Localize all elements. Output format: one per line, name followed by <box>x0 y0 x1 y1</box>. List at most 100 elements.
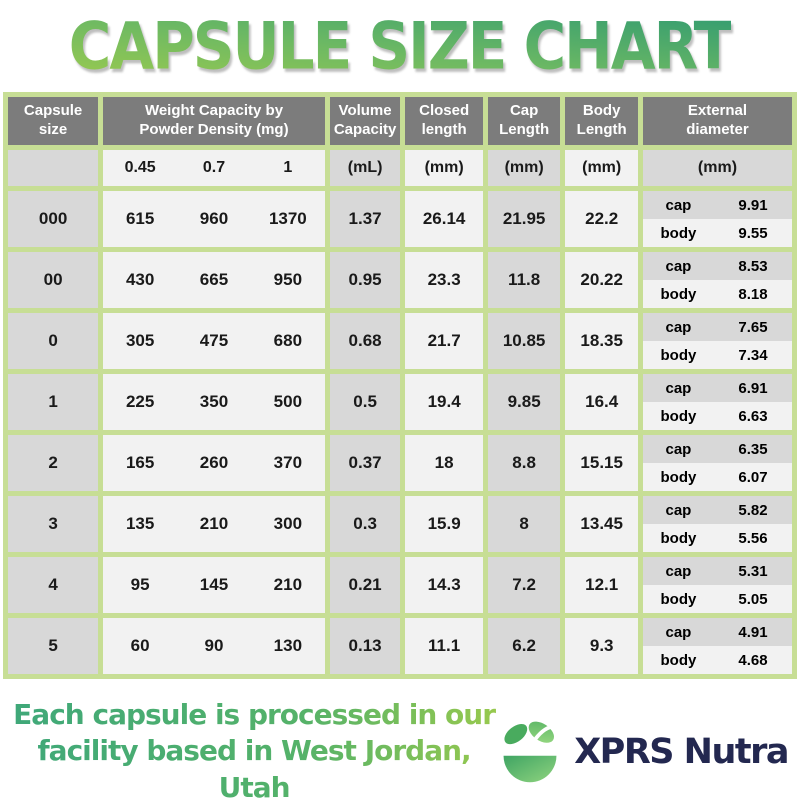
cell-external-diameter: cap 8.53 body 8.18 <box>642 252 792 308</box>
weight-0.45: 165 <box>125 453 155 472</box>
cell-capsule-size: 000 <box>8 191 99 247</box>
weight-0.45: 95 <box>130 575 150 594</box>
cell-body-length: 13.45 <box>565 496 638 552</box>
weight-0.7: 475 <box>199 331 229 350</box>
cell-cap-length: 7.2 <box>487 557 561 613</box>
table-header-row: Capsule size Weight Capacity by Powder D… <box>8 97 792 145</box>
weight-1: 1370 <box>268 209 307 228</box>
density-0.45: 0.45 <box>124 159 156 176</box>
weight-0.45: 430 <box>125 270 155 289</box>
cell-volume: 0.21 <box>329 557 401 613</box>
weight-1: 680 <box>273 331 303 350</box>
cell-external-diameter: cap 6.91 body 6.63 <box>642 374 792 430</box>
cell-body-length: 18.35 <box>565 313 638 369</box>
cell-external-diameter: cap 5.82 body 5.56 <box>642 496 792 552</box>
cell-closed-length: 14.3 <box>405 557 483 613</box>
cell-body-length: 15.15 <box>565 435 638 491</box>
col-header-external-diameter: External diameter <box>642 97 792 145</box>
external-cap-row: cap 6.91 <box>642 374 792 402</box>
external-cap-row: cap 4.91 <box>642 618 792 646</box>
weight-0.7: 145 <box>199 575 229 594</box>
external-cap-row: cap 9.91 <box>642 191 792 219</box>
cell-closed-length: 23.3 <box>405 252 483 308</box>
col-header-cap-length: Cap Length <box>487 97 561 145</box>
ext-cap-label: cap <box>665 379 692 397</box>
cell-body-length: 9.3 <box>565 618 638 674</box>
external-body-row: body 9.55 <box>642 219 792 247</box>
facility-tagline: Each capsule is processed in our facilit… <box>12 697 496 800</box>
cell-capsule-size: 3 <box>8 496 99 552</box>
external-body-row: body 7.34 <box>642 341 792 369</box>
weight-0.7: 350 <box>199 392 229 411</box>
table-row: 0 305 475 680 0.68 21.7 10.85 18.35 cap … <box>8 313 792 369</box>
capsule-size-table: Capsule size Weight Capacity by Powder D… <box>3 92 797 679</box>
cell-volume: 1.37 <box>329 191 401 247</box>
ext-cap-label: cap <box>665 440 692 458</box>
footer: Each capsule is processed in our facilit… <box>0 697 800 800</box>
density-0.7: 0.7 <box>202 159 226 176</box>
ext-body-value: 4.68 <box>738 651 768 669</box>
table-row: 3 135 210 300 0.3 15.9 8 13.45 cap 5.82 … <box>8 496 792 552</box>
cell-external-diameter: cap 4.91 body 4.68 <box>642 618 792 674</box>
ext-body-label: body <box>660 651 697 669</box>
weight-0.7: 260 <box>199 453 229 472</box>
external-cap-row: cap 5.31 <box>642 557 792 585</box>
unit-body: (mm) <box>565 150 638 186</box>
cell-weight-capacity: 165 260 370 <box>103 435 325 491</box>
cell-cap-length: 9.85 <box>487 374 561 430</box>
col-header-label: Capsule size <box>23 102 83 138</box>
unit-cap: (mm) <box>487 150 561 186</box>
cell-weight-capacity: 430 665 950 <box>103 252 325 308</box>
cell-body-length: 12.1 <box>565 557 638 613</box>
col-header-capsule-size: Capsule size <box>8 97 99 145</box>
ext-body-value: 8.18 <box>738 285 768 303</box>
cell-volume: 0.68 <box>329 313 401 369</box>
cell-external-diameter: cap 7.65 body 7.34 <box>642 313 792 369</box>
col-header-label: Body <box>582 102 621 120</box>
weight-1: 210 <box>273 575 303 594</box>
ext-cap-value: 6.91 <box>738 379 768 397</box>
weight-1: 370 <box>273 453 303 472</box>
cell-body-length: 16.4 <box>565 374 638 430</box>
cell-cap-length: 11.8 <box>487 252 561 308</box>
table-row: 1 225 350 500 0.5 19.4 9.85 16.4 cap 6.9… <box>8 374 792 430</box>
cell-body-length: 22.2 <box>565 191 638 247</box>
external-cap-row: cap 7.65 <box>642 313 792 341</box>
units-empty-cell <box>8 150 99 186</box>
ext-cap-value: 9.91 <box>738 196 768 214</box>
cell-closed-length: 26.14 <box>405 191 483 247</box>
col-header-volume-capacity: Volume Capacity <box>329 97 401 145</box>
ext-cap-label: cap <box>665 562 692 580</box>
table-units-row: 0.45 0.7 1 (mL) (mm) (mm) (mm) (mm) <box>8 150 792 186</box>
weight-1: 950 <box>273 270 303 289</box>
weight-1: 300 <box>273 514 303 533</box>
cell-closed-length: 18 <box>405 435 483 491</box>
weight-1: 130 <box>273 636 303 655</box>
table-row: 000 615 960 1370 1.37 26.14 21.95 22.2 c… <box>8 191 792 247</box>
title-bar: CAPSULE SIZE CHART <box>0 0 800 92</box>
ext-body-label: body <box>660 224 697 242</box>
cell-volume: 0.3 <box>329 496 401 552</box>
ext-cap-value: 7.65 <box>738 318 768 336</box>
cell-capsule-size: 1 <box>8 374 99 430</box>
ext-body-value: 5.05 <box>738 590 768 608</box>
ext-cap-value: 8.53 <box>738 257 768 275</box>
tagline-line-2: facility based in West Jordan, Utah <box>37 734 471 800</box>
ext-body-value: 9.55 <box>738 224 768 242</box>
cell-external-diameter: cap 5.31 body 5.05 <box>642 557 792 613</box>
cell-closed-length: 21.7 <box>405 313 483 369</box>
col-header-weight-capacity: Weight Capacity by Powder Density (mg) <box>103 97 325 145</box>
brand-name: XPRS Nutra <box>574 731 789 772</box>
brand-logo: XPRS Nutra <box>496 718 789 786</box>
ext-body-value: 6.63 <box>738 407 768 425</box>
ext-cap-label: cap <box>665 623 692 641</box>
table-row: 4 95 145 210 0.21 14.3 7.2 12.1 cap 5.31… <box>8 557 792 613</box>
col-header-closed-length: Closed length <box>405 97 483 145</box>
cell-volume: 0.37 <box>329 435 401 491</box>
col-header-label: Closed <box>419 102 470 120</box>
ext-cap-label: cap <box>665 196 692 214</box>
external-body-row: body 6.63 <box>642 402 792 430</box>
col-header-body-length: Body Length <box>565 97 638 145</box>
col-header-label: Powder Density (mg) <box>139 121 289 138</box>
density-values-cell: 0.45 0.7 1 <box>103 150 325 186</box>
